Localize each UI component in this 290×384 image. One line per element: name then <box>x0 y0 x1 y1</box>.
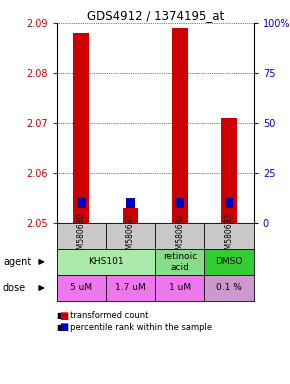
Text: dose: dose <box>3 283 26 293</box>
Text: retinoic
acid: retinoic acid <box>163 252 197 271</box>
Text: ■  percentile rank within the sample: ■ percentile rank within the sample <box>57 323 212 332</box>
Text: GSM580633: GSM580633 <box>224 213 234 259</box>
Text: 1 uM: 1 uM <box>169 283 191 293</box>
Text: GSM580632: GSM580632 <box>175 213 184 259</box>
Text: GSM580630: GSM580630 <box>77 213 86 259</box>
Text: ■: ■ <box>59 322 68 332</box>
Bar <box>172 28 188 223</box>
Title: GDS4912 / 1374195_at: GDS4912 / 1374195_at <box>86 9 224 22</box>
Bar <box>221 118 237 223</box>
Bar <box>77 198 86 208</box>
Text: GSM580631: GSM580631 <box>126 213 135 259</box>
Bar <box>123 208 138 223</box>
Text: agent: agent <box>3 257 31 267</box>
Bar <box>225 198 233 208</box>
Text: ■  transformed count: ■ transformed count <box>57 311 148 320</box>
Bar <box>73 33 89 223</box>
Text: 0.1 %: 0.1 % <box>216 283 242 293</box>
Text: ■: ■ <box>59 311 68 321</box>
Text: 5 uM: 5 uM <box>70 283 92 293</box>
Text: 1.7 uM: 1.7 uM <box>115 283 146 293</box>
Bar <box>126 198 135 208</box>
Text: DMSO: DMSO <box>215 257 243 266</box>
Bar <box>175 198 184 208</box>
Text: KHS101: KHS101 <box>88 257 124 266</box>
